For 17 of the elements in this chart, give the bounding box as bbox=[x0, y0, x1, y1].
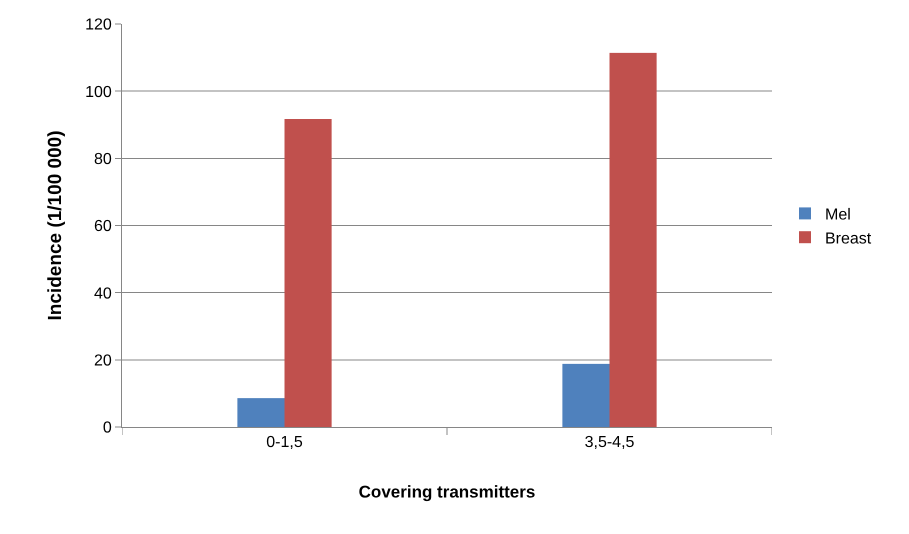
x-tick-label: 0-1,5 bbox=[266, 434, 303, 452]
y-tick-label: 0 bbox=[102, 420, 112, 437]
legend-label: Breast bbox=[825, 230, 872, 248]
y-tick-label: 40 bbox=[94, 285, 112, 302]
x-tick-label: 3,5-4,5 bbox=[584, 434, 635, 452]
y-tick-label: 100 bbox=[85, 84, 112, 101]
y-tick-label: 20 bbox=[94, 352, 112, 370]
legend-label: Mel bbox=[825, 206, 851, 224]
y-tick-label: 60 bbox=[94, 218, 112, 236]
bar bbox=[610, 52, 657, 427]
y-axis-title: Incidence (1/100 000) bbox=[44, 130, 66, 321]
bar bbox=[284, 119, 332, 427]
bar bbox=[237, 398, 284, 427]
y-tick-label: 120 bbox=[85, 16, 112, 34]
bar bbox=[562, 364, 610, 427]
y-tick-label: 80 bbox=[94, 150, 112, 168]
x-axis-title: Covering transmitters bbox=[358, 482, 536, 502]
